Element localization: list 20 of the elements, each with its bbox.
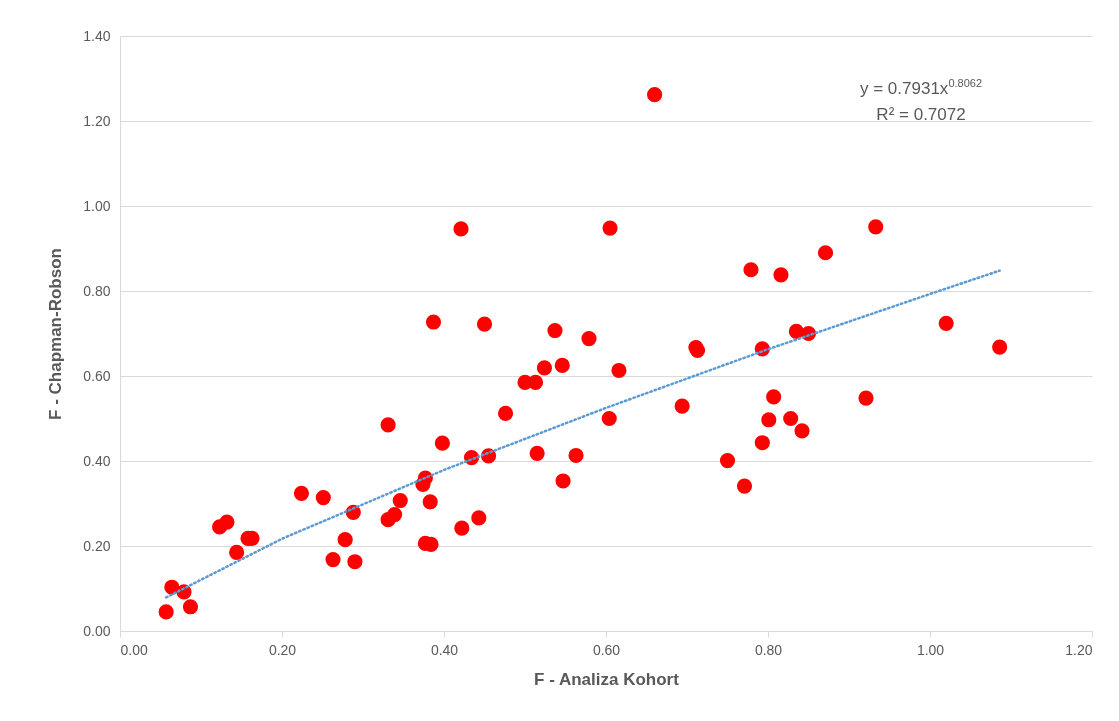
y-tick-label: 0.00 xyxy=(83,622,111,639)
y-tick-label: 0.20 xyxy=(83,537,111,554)
x-tick-label: 1.00 xyxy=(916,641,945,658)
x-tick-label: 1.20 xyxy=(1065,641,1093,658)
x-tick-label: 0.60 xyxy=(592,641,621,658)
y-axis-title: F - Chapman-Robson xyxy=(46,248,66,420)
y-tick-label: 0.80 xyxy=(83,282,111,299)
x-axis-title: F - Analiza Kohort xyxy=(534,669,680,689)
x-tick-label: 0.40 xyxy=(430,641,459,658)
annotation: y = 0.7931x$^{0.8062}$ xyxy=(860,76,983,100)
x-tick-label: 0.80 xyxy=(754,641,783,658)
y-tick-label: 0.60 xyxy=(83,367,111,384)
x-tick-label: 0.20 xyxy=(268,641,297,658)
y-tick-label: 1.00 xyxy=(83,197,111,214)
x-tick-label: 0.00 xyxy=(120,641,148,658)
y-tick-label: 1.40 xyxy=(83,27,111,44)
y-tick-label: 1.20 xyxy=(83,112,111,129)
y-tick-label: 0.40 xyxy=(83,452,111,469)
annotation: R² = 0.7072 xyxy=(875,103,967,126)
line-series xyxy=(164,269,1001,599)
